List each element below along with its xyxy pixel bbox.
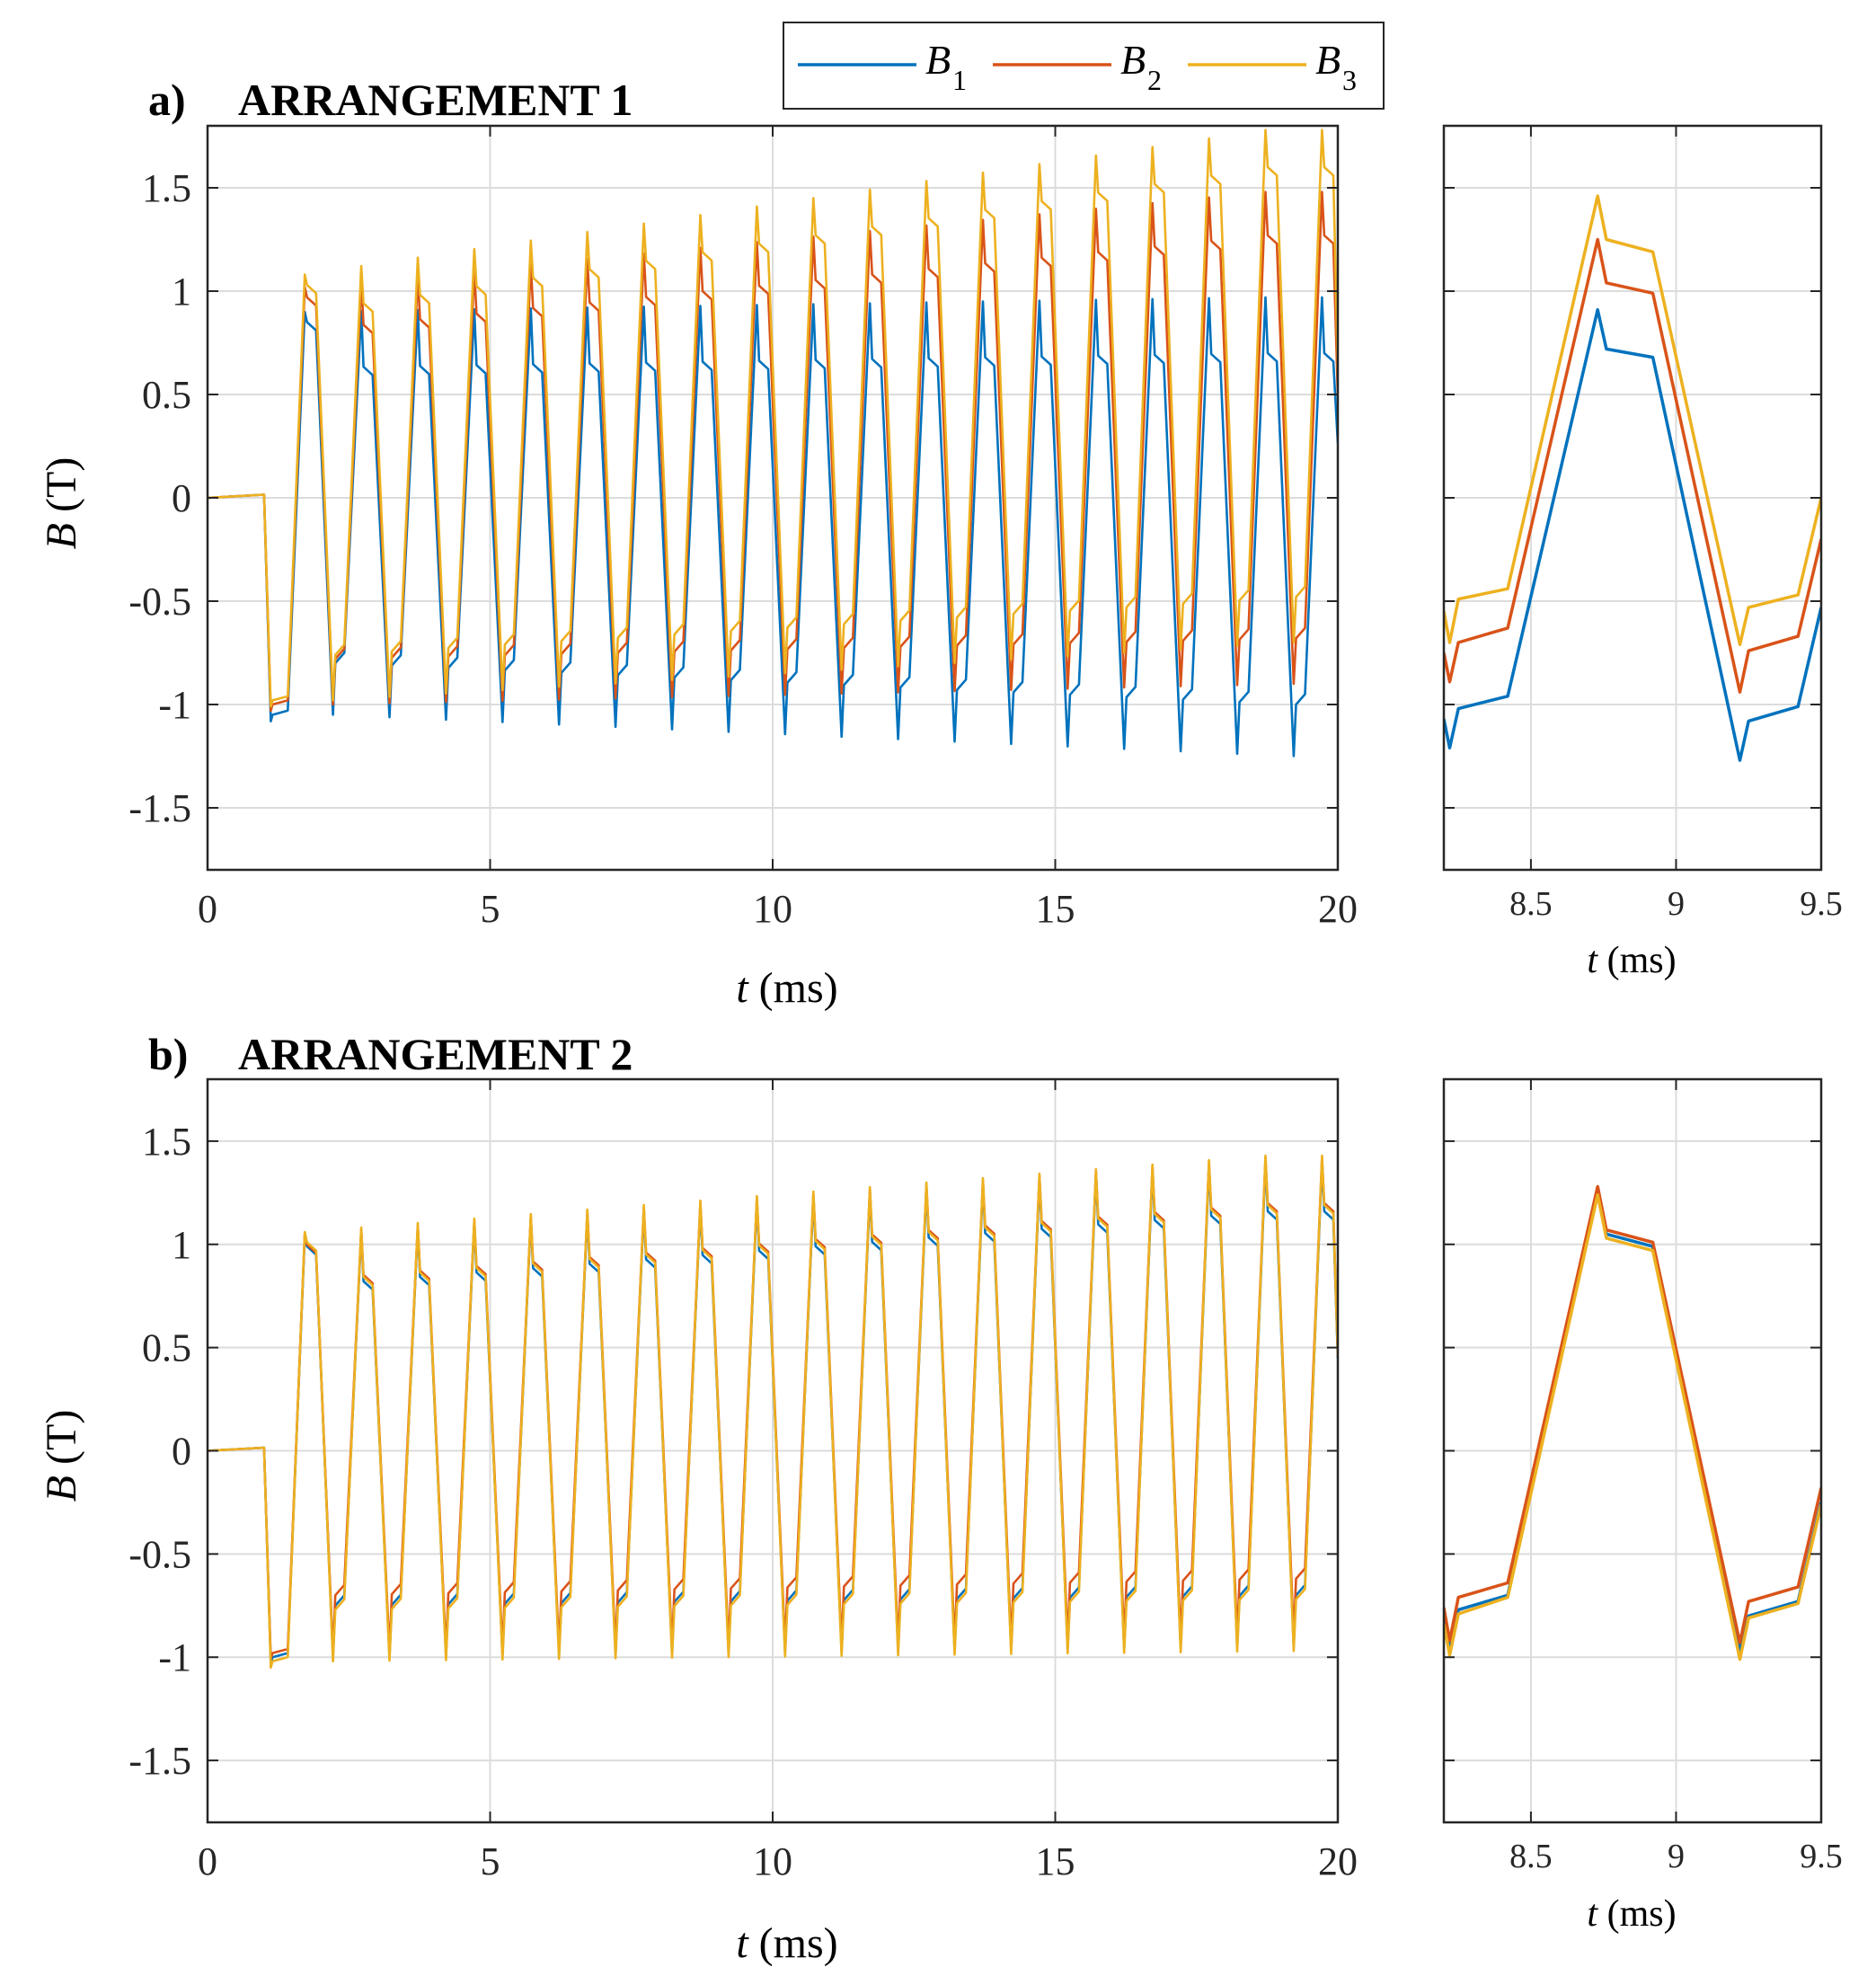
y-tick-label: -1: [158, 683, 191, 727]
x-tick-label: 8.5: [1509, 885, 1553, 923]
series-line-b1: [208, 296, 1338, 758]
series-line-b2: [1444, 1184, 1821, 1644]
y-tick-label: -1.5: [128, 786, 191, 830]
y-tick-label: 0.5: [142, 373, 191, 417]
panel-b-ylabel: B (T): [38, 1410, 85, 1502]
y-tick-label: 1: [172, 270, 191, 314]
x-tick-label: 10: [753, 887, 792, 931]
x-tick-label: 9: [1668, 885, 1685, 923]
x-tick-label: 5: [481, 887, 500, 931]
y-tick-label: 1: [172, 1223, 191, 1267]
panel-b-xlabel: t (ms): [736, 1919, 837, 1967]
panel-a-title: ARRANGEMENT 1: [238, 75, 633, 125]
y-tick-label: 0: [172, 1430, 191, 1474]
x-tick-label: 20: [1318, 887, 1358, 931]
panel-a-zoom-plot: 8.5 9 9.5: [1442, 124, 1843, 923]
y-tick-label: 0: [172, 476, 191, 520]
panel-a-label: a): [148, 75, 186, 125]
series-line-b2: [1444, 237, 1821, 694]
panel-b-zoom-xlabel: t (ms): [1587, 1893, 1676, 1935]
panel-a-zoom-xlabel: t (ms): [1587, 940, 1676, 981]
y-tick-label: -0.5: [128, 580, 191, 624]
legend-sub-b3: 3: [1342, 64, 1357, 96]
panel-b-zoom-plot: 8.5 9 9.5: [1442, 1077, 1843, 1875]
legend-label-b3: B: [1315, 37, 1341, 83]
x-tick-label: 9.5: [1800, 885, 1843, 923]
y-tick-label: -1: [158, 1635, 191, 1679]
legend-label-b2: B: [1120, 37, 1146, 83]
panel-b-title: ARRANGEMENT 2: [238, 1029, 633, 1079]
y-tick-label: -1.5: [128, 1739, 191, 1783]
series-line-b3: [1444, 1192, 1821, 1662]
x-tick-label: 5: [481, 1839, 500, 1883]
x-tick-label: 0: [198, 1839, 217, 1883]
y-tick-label: 1.5: [142, 1120, 191, 1164]
legend-label-b1: B: [925, 37, 951, 83]
legend-sub-b2: 2: [1147, 64, 1162, 96]
y-tick-label: 0.5: [142, 1326, 191, 1370]
series-line-b3: [208, 1154, 1338, 1670]
legend: B 1 B 2 B 3: [783, 22, 1385, 110]
x-tick-label: 9: [1668, 1838, 1685, 1875]
panel-b-label: b): [148, 1029, 188, 1079]
x-tick-label: 8.5: [1509, 1838, 1553, 1875]
series-line-b3: [1444, 194, 1821, 647]
x-tick-label: 0: [198, 887, 217, 931]
x-tick-label: 20: [1318, 1839, 1358, 1883]
legend-sub-b1: 1: [952, 64, 967, 96]
series-line-b1: [1444, 307, 1821, 762]
x-tick-label: 10: [753, 1839, 792, 1883]
x-tick-label: 15: [1036, 1839, 1075, 1883]
panel-a-xlabel: t (ms): [736, 964, 837, 1012]
x-tick-label: 15: [1036, 887, 1075, 931]
panel-b-main-plot: 0 5 10 15 20 1.5 1 0.5 0 -0.5 -1 -1.5: [128, 1077, 1358, 1883]
x-tick-label: 9.5: [1800, 1838, 1843, 1875]
y-tick-label: 1.5: [142, 166, 191, 210]
panel-a-ylabel: B (T): [38, 457, 85, 550]
series-line-b3: [208, 128, 1338, 708]
panel-a-main-plot: 0 5 10 15 20 1.5 1 0.5 0 -0.5 -1 -1.5: [128, 124, 1358, 931]
y-tick-label: -0.5: [128, 1532, 191, 1576]
